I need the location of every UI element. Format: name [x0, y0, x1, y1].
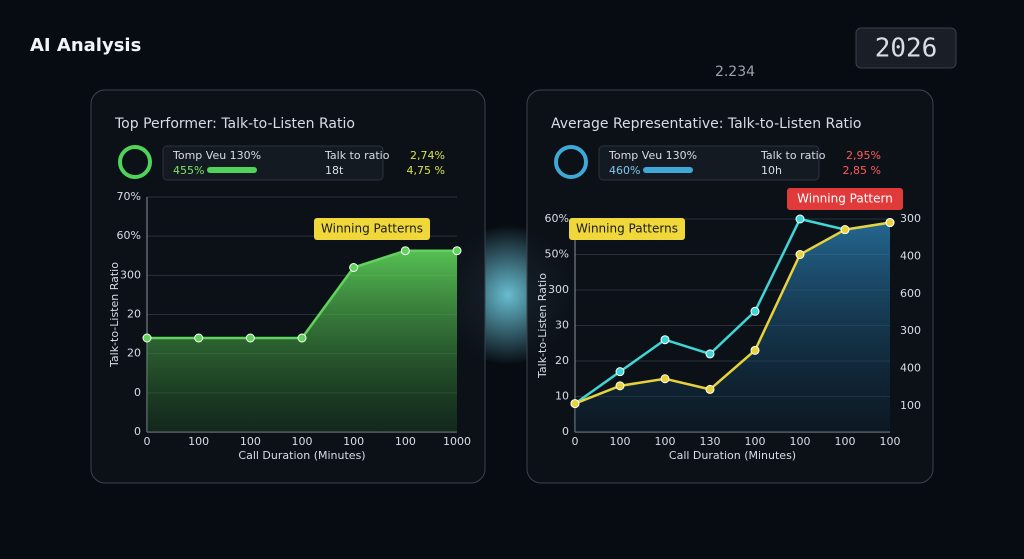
point — [452, 246, 462, 256]
point — [705, 384, 715, 394]
stat: 2.234 — [715, 64, 755, 80]
y-axis-label: 10 — [555, 390, 569, 403]
badge-text: Winning Patterns — [321, 222, 423, 236]
point — [795, 250, 805, 259]
badge — [314, 218, 430, 240]
chart-title: Top Performer: Talk-to-Listen Ratio — [114, 116, 355, 132]
point — [615, 381, 625, 391]
point — [570, 399, 580, 409]
stat-label: Talk to ratio — [324, 149, 390, 162]
point — [400, 246, 410, 256]
chart-title: Average Representative: Talk-to-Listen R… — [551, 116, 861, 132]
x-tick-label: 0 — [572, 435, 579, 448]
y-axis-label: 70% — [117, 190, 141, 203]
y2-axis-label: 400 — [900, 362, 921, 375]
y-axis-label: 0 — [134, 425, 141, 438]
point — [795, 214, 805, 224]
point — [750, 345, 760, 355]
point — [660, 335, 670, 345]
x-tick-label: 100 — [395, 435, 416, 448]
x-tick-label: 100 — [610, 435, 631, 448]
stat-label: 18t — [325, 164, 344, 177]
x-axis-title: Call Duration (Minutes) — [238, 449, 365, 462]
y-axis-label: 0 — [562, 425, 569, 438]
year-box — [855, 27, 957, 69]
stat-icon — [118, 145, 152, 179]
page-title: AI Analysis — [30, 35, 141, 56]
x-tick-label: 0 — [144, 435, 151, 448]
badge — [569, 218, 685, 240]
x-tick-label: 1000 — [443, 435, 471, 448]
y-axis-label: 20 — [127, 308, 141, 321]
x-tick-label: 100 — [292, 435, 313, 448]
x-tick-label: 100 — [240, 435, 261, 448]
point — [349, 263, 359, 272]
y2-axis-label: 300 — [900, 324, 921, 337]
point — [660, 374, 670, 384]
stat-value: 455% — [173, 164, 204, 177]
stat-value: 2,74% — [410, 149, 445, 162]
point — [142, 333, 152, 343]
point — [885, 218, 895, 228]
x-tick-label: 100 — [188, 435, 209, 448]
y-axis-title: Talk-to-Listen Ratio — [536, 273, 549, 379]
y-axis-label: 60% — [545, 212, 569, 225]
badge-text: Winning Patterns — [576, 222, 678, 236]
y-axis-label: 20 — [127, 347, 141, 360]
stat-value: 460% — [609, 164, 640, 177]
point — [194, 333, 204, 343]
stat-label: Talk to ratio — [760, 149, 826, 162]
y-axis-label: 300 — [120, 268, 141, 281]
stat-value: 2,85 % — [843, 164, 881, 177]
y2-axis-label: 300 — [900, 212, 921, 225]
stat-label: 10h — [761, 164, 782, 177]
y2-axis-label: 600 — [900, 287, 921, 300]
x-axis-title: Call Duration (Minutes) — [669, 449, 796, 462]
point — [750, 306, 760, 316]
x-tick-label: 100 — [790, 435, 811, 448]
stat-bar — [207, 167, 257, 173]
y2-axis-label: 400 — [900, 249, 921, 262]
x-tick-label: 100 — [880, 435, 901, 448]
stat-value: 4,75 % — [407, 164, 445, 177]
point — [705, 349, 715, 359]
stat-name: Tomp Veu 130% — [172, 149, 261, 162]
x-tick-label: 130 — [700, 435, 721, 448]
badge-text: Winning Pattern — [797, 192, 893, 206]
y-axis-label: 20 — [555, 354, 569, 367]
y-axis-label: 0 — [134, 386, 141, 399]
line — [574, 217, 891, 405]
stat-value: 2,95% — [846, 149, 881, 162]
y-axis-title: Talk-to-Listen Ratio — [108, 262, 121, 368]
stat-bar — [643, 167, 693, 173]
x-tick-label: 100 — [745, 435, 766, 448]
point — [615, 367, 625, 377]
point — [297, 333, 307, 343]
x-tick-label: 100 — [655, 435, 676, 448]
y-axis-label: 300 — [548, 283, 569, 296]
point — [840, 225, 850, 235]
point — [245, 333, 255, 343]
area — [575, 222, 890, 432]
y-axis-label: 60% — [117, 229, 141, 242]
line — [574, 221, 891, 405]
y2-axis-label: 100 — [900, 399, 921, 412]
stat-icon — [554, 145, 588, 179]
year: 2026 — [875, 34, 938, 64]
y-axis-label: 30 — [555, 319, 569, 332]
x-tick-label: 100 — [343, 435, 364, 448]
badge — [787, 188, 903, 210]
stat-name: Tomp Veu 130% — [608, 149, 697, 162]
x-tick-label: 100 — [835, 435, 856, 448]
y-axis-label: 50% — [545, 248, 569, 261]
